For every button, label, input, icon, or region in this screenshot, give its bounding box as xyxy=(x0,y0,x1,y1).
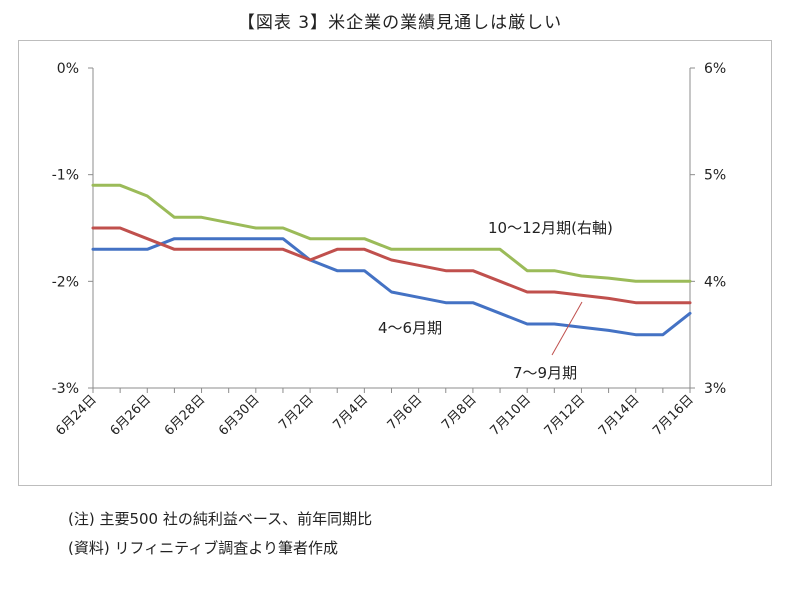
x-tick-label: 6月28日 xyxy=(162,392,209,439)
x-tick-label: 7月14日 xyxy=(596,392,643,439)
left-tick-label: 0% xyxy=(57,61,79,77)
series-line xyxy=(91,237,692,337)
right-tick-label: 5% xyxy=(704,168,726,184)
x-tick-label: 7月12日 xyxy=(542,392,589,439)
left-tick-label: -2% xyxy=(52,274,79,290)
series-label-leader xyxy=(551,301,583,356)
series-line xyxy=(91,226,692,305)
x-tick-label: 6月30日 xyxy=(216,392,263,439)
footnote-source: (資料) リフィニティブ調査より筆者作成 xyxy=(68,539,338,557)
chart-frame xyxy=(18,40,772,486)
series-line xyxy=(91,183,692,283)
x-tick-label: 7月4日 xyxy=(331,392,372,433)
x-tick-label: 7月10日 xyxy=(487,392,534,439)
series-label: 4〜6月期 xyxy=(378,319,442,337)
series-label: 7〜9月期 xyxy=(513,364,577,382)
right-tick-label: 6% xyxy=(704,61,726,77)
x-tick-label: 7月8日 xyxy=(439,392,480,433)
left-tick-label: -1% xyxy=(52,168,79,184)
chart-title: 【図表 3】米企業の業績見通しは厳しい xyxy=(237,13,563,33)
x-tick-label: 7月2日 xyxy=(276,392,317,433)
x-tick-label: 7月16日 xyxy=(650,392,697,439)
right-tick-label: 4% xyxy=(704,274,726,290)
x-tick-label: 6月24日 xyxy=(53,392,100,439)
right-tick-label: 3% xyxy=(704,381,726,397)
footnote-note: (注) 主要500 社の純利益ベース、前年同期比 xyxy=(68,510,373,528)
x-tick-label: 7月6日 xyxy=(385,392,426,433)
x-tick-label: 6月26日 xyxy=(108,392,155,439)
series-label: 10〜12月期(右軸) xyxy=(488,219,613,237)
left-tick-label: -3% xyxy=(52,381,79,397)
